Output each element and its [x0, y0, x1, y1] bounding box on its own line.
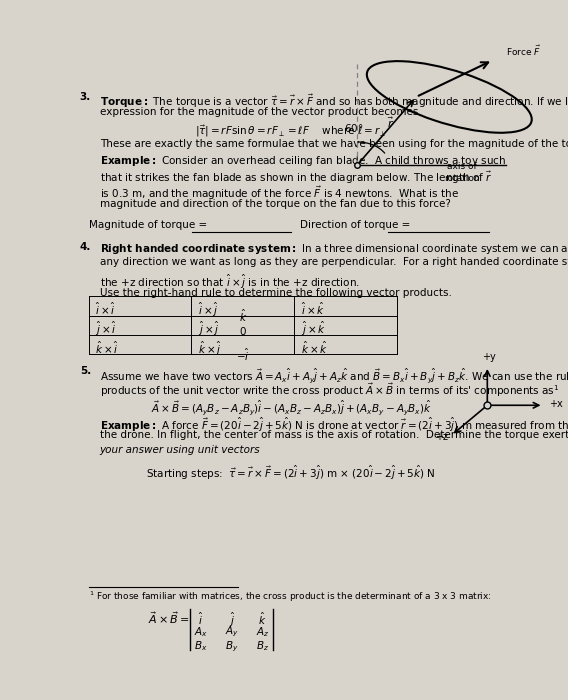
Text: $\hat{i} \times \hat{k}$: $\hat{i} \times \hat{k}$ [300, 300, 325, 317]
Text: Starting steps:  $\vec{\tau} = \vec{r} \times \vec{F} = (2\hat{i} + 3\hat{j})$ m: Starting steps: $\vec{\tau} = \vec{r} \t… [147, 463, 436, 482]
Text: Direction of torque =: Direction of torque = [300, 220, 414, 230]
Text: $\hat{j} \times \hat{i}$: $\hat{j} \times \hat{i}$ [95, 320, 117, 338]
Text: $\hat{i}$: $\hat{i}$ [198, 610, 203, 627]
Text: $B_z$: $B_z$ [256, 639, 269, 653]
Text: $\hat{j} \times \hat{k}$: $\hat{j} \times \hat{k}$ [300, 320, 326, 338]
Text: $A_z$: $A_z$ [256, 625, 269, 639]
Text: any direction we want as long as they are perpendicular.  For a right handed coo: any direction we want as long as they ar… [99, 258, 568, 267]
Text: $B_x$: $B_x$ [194, 639, 207, 653]
Text: $\vec{r}$: $\vec{r}$ [387, 116, 394, 130]
Text: $^1$ For those familiar with matrices, the cross product is the determinant of a: $^1$ For those familiar with matrices, t… [89, 589, 491, 604]
Text: $\hat{k} \times \hat{k}$: $\hat{k} \times \hat{k}$ [300, 340, 328, 356]
Text: $A_x$: $A_x$ [194, 625, 208, 639]
Text: $\vec{A} \times \vec{B} = (A_yB_z - A_zB_y)\hat{i} - (A_xB_z - A_zB_x)\hat{j} + : $\vec{A} \times \vec{B} = (A_yB_z - A_zB… [151, 399, 432, 417]
Text: $\hat{i} \times \hat{i}$: $\hat{i} \times \hat{i}$ [95, 300, 116, 317]
Text: Assume we have two vectors $\vec{A} = A_x\hat{i} + A_y\hat{j} + A_z\hat{k}$ and : Assume we have two vectors $\vec{A} = A_… [99, 366, 568, 385]
Text: Force $\vec{F}$: Force $\vec{F}$ [506, 44, 541, 58]
Text: $60°$: $60°$ [344, 122, 364, 134]
Text: Magnitude of torque =: Magnitude of torque = [89, 220, 210, 230]
Text: $\hat{k}$: $\hat{k}$ [258, 610, 266, 627]
Text: $-\hat{i}$: $-\hat{i}$ [236, 346, 249, 363]
Text: your answer using unit vectors: your answer using unit vectors [99, 445, 260, 456]
Text: $\hat{k} \times \hat{j}$: $\hat{k} \times \hat{j}$ [198, 340, 222, 358]
Text: +y: +y [482, 352, 496, 362]
Text: rotation: rotation [444, 174, 480, 183]
Text: +x: +x [549, 399, 562, 409]
Text: that it strikes the fan blade as shown in the diagram below. The length of $\vec: that it strikes the fan blade as shown i… [99, 169, 492, 186]
Text: 4.: 4. [80, 242, 91, 252]
Text: is 0.3 m, and the magnitude of the force $\vec{F}$ is 4 newtons.  What is the: is 0.3 m, and the magnitude of the force… [99, 184, 459, 202]
Text: Use the right-hand rule to determine the following vector products.: Use the right-hand rule to determine the… [99, 288, 452, 298]
Text: +z: +z [435, 432, 448, 442]
Text: axis of: axis of [447, 162, 477, 171]
Text: magnitude and direction of the torque on the fan due to this force?: magnitude and direction of the torque on… [99, 199, 450, 209]
Text: $\mathbf{Torque:}$ The torque is a vector $\vec{\tau} = \vec{r} \times \vec{F}$ : $\mathbf{Torque:}$ The torque is a vecto… [99, 92, 568, 110]
Text: the +z direction so that $\hat{i} \times \hat{j}$ is in the +z direction.: the +z direction so that $\hat{i} \times… [99, 272, 360, 290]
Text: expression for the magnitude of the vector product becomes: expression for the magnitude of the vect… [99, 107, 418, 117]
Text: $\hat{j}$: $\hat{j}$ [228, 610, 235, 629]
Text: $B_y$: $B_y$ [225, 639, 239, 654]
Text: $\hat{k} \times \hat{i}$: $\hat{k} \times \hat{i}$ [95, 340, 119, 356]
Text: $|\vec{\tau}| = rF\sin\theta = rF_{\perp} = \ell F \quad$ where $\ell = r_{\perp: $|\vec{\tau}| = rF\sin\theta = rF_{\perp… [195, 124, 387, 139]
Text: products of the unit vector write the cross product $\vec{A} \times \vec{B}$ in : products of the unit vector write the cr… [99, 382, 559, 399]
Text: 0: 0 [240, 327, 246, 337]
Text: $\vec{A} \times \vec{B} = $: $\vec{A} \times \vec{B} = $ [148, 610, 190, 626]
Text: 5.: 5. [80, 366, 91, 376]
Text: the drone. In flight, the center of mass is the axis of rotation.  Determine the: the drone. In flight, the center of mass… [99, 430, 568, 440]
Text: $\mathbf{Example:}$ A force $\vec{F} = (20\hat{i} - 2\hat{j} + 5\hat{k})$ N is d: $\mathbf{Example:}$ A force $\vec{F} = (… [99, 415, 568, 433]
Text: $\mathbf{Right\ handed\ coordinate\ system:}$ In a three dimensional coordinate : $\mathbf{Right\ handed\ coordinate\ syst… [99, 242, 568, 256]
Text: $\hat{k}$: $\hat{k}$ [239, 307, 247, 324]
Text: $\hat{i} \times \hat{j}$: $\hat{i} \times \hat{j}$ [198, 300, 219, 318]
Text: $\mathbf{Example:}$ Consider an overhead ceiling fan blade.  A child throws a to: $\mathbf{Example:}$ Consider an overhead… [99, 154, 506, 168]
Text: 3.: 3. [80, 92, 91, 102]
Text: These are exactly the same formulae that we have been using for the magnitude of: These are exactly the same formulae that… [99, 139, 568, 149]
Text: $\hat{j} \times \hat{j}$: $\hat{j} \times \hat{j}$ [198, 320, 220, 338]
Text: $A_y$: $A_y$ [225, 625, 239, 639]
